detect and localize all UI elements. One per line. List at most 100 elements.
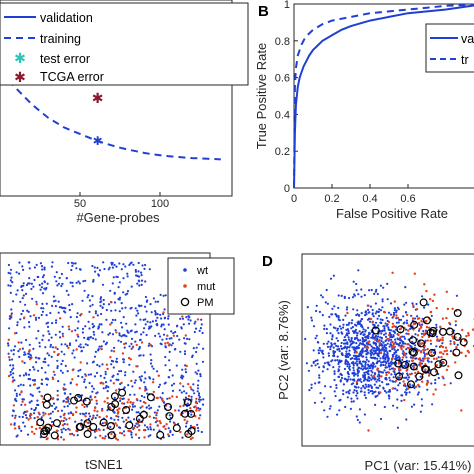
tsne-point-mut xyxy=(13,416,17,420)
panel-a-legend-box xyxy=(0,2,249,86)
pca-point-wt xyxy=(336,359,339,362)
pca-point-wt xyxy=(435,323,438,326)
tsne-point-pm xyxy=(146,393,155,402)
pca-point-wt xyxy=(353,379,356,382)
pca-point-wt xyxy=(310,316,313,319)
pca-point-mut xyxy=(399,327,402,331)
pca-point-wt xyxy=(314,364,317,367)
tsne-point-wt xyxy=(117,286,120,289)
tsne-point-wt xyxy=(11,414,14,417)
tsne-point-wt xyxy=(18,393,21,396)
pca-point-wt xyxy=(304,337,307,341)
tsne-point-wt xyxy=(149,321,152,324)
tsne-point-wt xyxy=(43,266,46,269)
tsne-point-wt xyxy=(171,374,174,377)
tsne-point-mut xyxy=(93,409,96,412)
tsne-point-wt xyxy=(183,342,186,345)
pca-point-pm xyxy=(419,298,428,307)
tsne-point-wt xyxy=(16,321,19,324)
pca-point-wt xyxy=(429,342,433,345)
tsne-point-wt xyxy=(42,360,45,363)
tsne-point-wt xyxy=(35,263,38,266)
tsne-point-wt xyxy=(156,313,159,316)
pca-point-wt xyxy=(376,394,379,397)
pca-point-wt xyxy=(342,393,345,396)
pca-point-wt xyxy=(369,305,373,308)
tsne-point-wt xyxy=(26,433,30,436)
pca-point-wt xyxy=(397,355,400,358)
tsne-point-wt xyxy=(135,411,138,414)
pca-point-wt xyxy=(393,307,396,310)
tsne-point-wt xyxy=(36,275,39,279)
tsne-point-wt xyxy=(194,320,197,323)
tsne-point-wt xyxy=(61,371,64,374)
tsne-point-wt xyxy=(37,369,40,372)
pca-point-wt xyxy=(374,343,377,346)
tsne-point-wt xyxy=(197,343,200,346)
pca-point-wt xyxy=(312,325,316,328)
tsne-point-wt xyxy=(103,267,106,271)
pca-point-mut xyxy=(446,307,450,311)
tsne-point-wt xyxy=(22,268,25,271)
pca-point-wt xyxy=(388,349,391,352)
tsne-point-wt xyxy=(139,318,142,321)
pca-point-wt xyxy=(373,292,376,295)
pca-point-mut xyxy=(376,368,379,371)
pca-point-wt xyxy=(350,327,353,330)
pca-point-wt xyxy=(374,395,377,398)
pca-point-pm xyxy=(434,360,443,369)
tsne-point-wt xyxy=(160,317,163,320)
tsne-point-pm xyxy=(183,398,192,407)
tsne-point-wt xyxy=(118,310,121,313)
pca-point-wt xyxy=(353,337,357,341)
pca-point-wt xyxy=(352,364,355,367)
pca-point-wt xyxy=(382,360,386,363)
tsne-point-wt xyxy=(15,392,18,395)
tsne-point-wt xyxy=(146,299,149,302)
tsne-point-mut xyxy=(35,303,38,306)
tsne-point-wt xyxy=(38,283,41,287)
tsne-point-wt xyxy=(134,340,137,343)
tsne-point-pm xyxy=(125,421,134,430)
tsne-point-wt xyxy=(110,309,113,312)
tsne-point-wt xyxy=(17,350,20,353)
pca-point-wt xyxy=(384,335,388,338)
tsne-point-wt xyxy=(77,345,81,348)
pca-point-wt xyxy=(327,363,330,366)
pca-point-wt xyxy=(338,365,341,368)
pca-point-wt xyxy=(346,380,349,383)
pca-point-wt xyxy=(408,360,411,363)
tsne-point-wt xyxy=(148,268,151,271)
pca-point-wt xyxy=(332,274,335,277)
pca-point-wt xyxy=(351,357,354,360)
tsne-point-wt xyxy=(103,376,106,379)
tsne-point-mut xyxy=(84,374,88,377)
tsne-point-wt xyxy=(144,280,147,283)
tsne-point-wt xyxy=(33,412,36,415)
tsne-point-wt xyxy=(92,330,95,334)
tsne-point-wt xyxy=(105,384,108,388)
tsne-point-wt xyxy=(99,297,102,301)
pca-point-wt xyxy=(378,384,381,387)
pca-point-wt xyxy=(366,378,369,381)
tsne-point-mut xyxy=(195,407,199,410)
tsne-point-wt xyxy=(104,381,108,384)
tsne-point-wt xyxy=(141,264,144,267)
tsne-point-wt xyxy=(85,412,88,415)
panel-b-y-tick-label: 0.6 xyxy=(275,73,290,85)
tsne-point-mut xyxy=(115,424,119,427)
pca-point-wt xyxy=(359,320,362,323)
pca-point-wt xyxy=(392,404,395,407)
pca-point-pm xyxy=(422,365,431,374)
pca-point-mut xyxy=(419,351,423,354)
pca-point-wt xyxy=(401,358,404,362)
tsne-point-wt xyxy=(187,318,190,321)
pca-point-mut xyxy=(425,325,429,329)
pca-point-wt xyxy=(431,403,434,406)
tsne-point-wt xyxy=(20,403,23,406)
pca-point-wt xyxy=(380,321,383,325)
tsne-point-pm xyxy=(69,396,78,405)
tsne-point-wt xyxy=(41,310,45,313)
pca-point-wt xyxy=(380,332,383,335)
tsne-point-wt xyxy=(70,268,73,272)
